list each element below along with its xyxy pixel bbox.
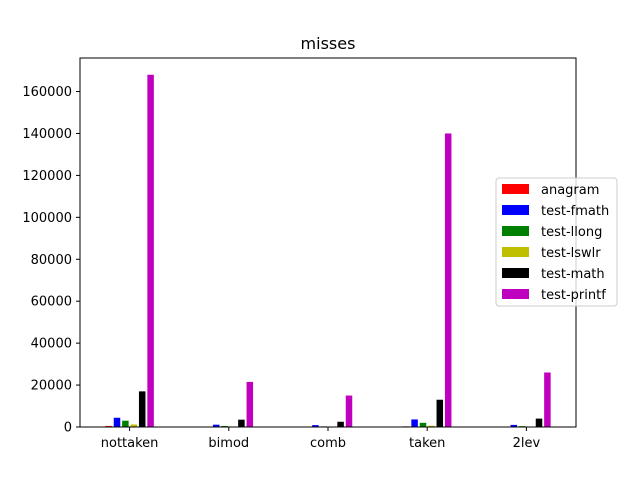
x-axis: nottaken bimod comb taken 2lev (101, 427, 541, 451)
bar-test-fmath-taken (411, 419, 418, 427)
bar-test-llong-bimod (221, 425, 228, 427)
y-tick-label: 20000 (31, 379, 72, 394)
x-tick-label-taken: taken (409, 436, 445, 451)
bar-test-fmath-2lev (510, 424, 518, 427)
legend-swatch-test-fmath (502, 205, 529, 215)
bar-test-math-bimod (238, 419, 245, 427)
y-tick-label: 60000 (31, 295, 72, 310)
legend-label-test-printf: test-printf (541, 288, 606, 303)
bar-test-fmath-bimod (212, 424, 220, 427)
legend-swatch-test-llong (502, 226, 529, 236)
bars-group (105, 74, 551, 428)
legend-label-test-llong: test-llong (541, 225, 602, 240)
x-tick-label-2lev: 2lev (513, 436, 541, 451)
y-tick-label: 120000 (22, 169, 72, 184)
bar-test-math-nottaken (138, 391, 146, 427)
bar-test-printf-comb (345, 395, 353, 427)
bar-test-printf-taken (444, 133, 452, 428)
legend-swatch-test-lswlr (502, 247, 529, 257)
y-tick-label: 140000 (22, 127, 72, 142)
bar-test-math-comb (337, 421, 344, 427)
bar-test-lswlr-taken (428, 425, 435, 427)
bar-test-printf-nottaken (147, 74, 154, 428)
legend-label-test-math: test-math (541, 267, 605, 282)
y-tick-label: 100000 (22, 211, 72, 226)
bar-test-llong-taken (419, 422, 427, 427)
bar-test-math-taken (436, 399, 444, 427)
bar-test-fmath-nottaken (113, 417, 121, 427)
legend-label-anagram: anagram (541, 183, 599, 198)
y-tick-label: 160000 (22, 85, 72, 100)
legend-label-test-fmath: test-fmath (541, 204, 609, 219)
legend-swatch-anagram (502, 184, 529, 194)
y-tick-label: 80000 (31, 253, 72, 268)
bar-test-printf-bimod (246, 381, 254, 427)
x-tick-label-nottaken: nottaken (101, 436, 159, 451)
bar-anagram-nottaken (105, 425, 112, 427)
chart-title: misses (301, 34, 356, 53)
legend-swatch-test-printf (502, 289, 529, 299)
bar-test-math-2lev (535, 418, 543, 427)
bar-test-lswlr-nottaken (130, 424, 138, 427)
x-tick-label-bimod: bimod (208, 436, 249, 451)
bar-test-fmath-comb (312, 425, 319, 427)
bar-test-llong-nottaken (122, 420, 129, 427)
bar-test-printf-2lev (544, 372, 551, 427)
x-tick-label-comb: comb (310, 436, 346, 451)
y-axis: 0 20000 40000 60000 80000 100000 120000 140000 1… (22, 85, 80, 436)
legend-label-test-lswlr: test-lswlr (541, 246, 601, 261)
y-tick-label: 0 (64, 421, 72, 436)
legend-swatch-test-math (502, 268, 529, 278)
legend: anagram test-fmath test-llong test-lswlr tes… (495, 177, 618, 307)
y-tick-label: 40000 (31, 337, 72, 352)
